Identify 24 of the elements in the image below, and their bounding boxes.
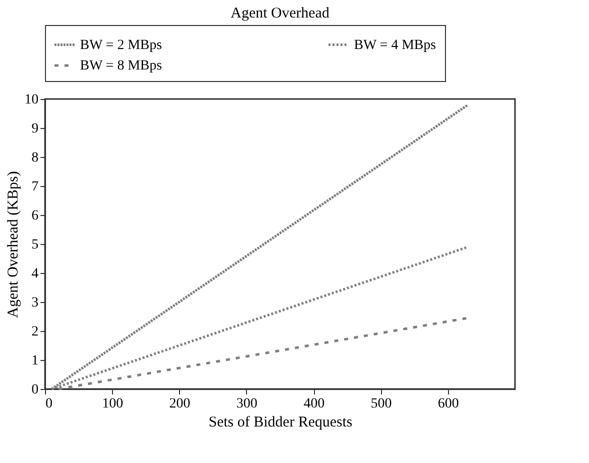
y-tick-label: 2 [32, 324, 38, 340]
x-tick-label: 400 [304, 396, 325, 412]
y-tick-label: 8 [32, 150, 38, 166]
legend-label: BW = 4 MBps [354, 38, 436, 53]
x-axis-title: Sets of Bidder Requests [208, 414, 353, 430]
chart-title: Agent Overhead [230, 6, 330, 22]
y-tick-label: 1 [32, 354, 38, 368]
legend-label: BW = 2 MBps [80, 38, 162, 53]
legend-label: BW = 8 MBps [80, 58, 162, 74]
y-axis-title: Agent Overhead (KBps) [6, 171, 22, 318]
x-tick-label: 200 [169, 396, 190, 412]
y-tick-label: 9 [32, 122, 38, 136]
y-tick-label: 10 [24, 92, 38, 108]
x-tick-label: 500 [370, 396, 392, 412]
x-tick-label: 0 [46, 396, 52, 412]
x-tick-label: 600 [438, 396, 459, 412]
x-tick-label: 100 [102, 396, 124, 412]
y-tick-label: 5 [32, 238, 38, 252]
y-tick-label: 0 [32, 382, 38, 398]
y-tick-label: 4 [32, 266, 38, 282]
y-tick-label: 7 [32, 180, 38, 194]
x-tick-label: 300 [236, 396, 258, 412]
y-tick-label: 6 [32, 208, 38, 224]
y-tick-label: 3 [32, 296, 38, 310]
